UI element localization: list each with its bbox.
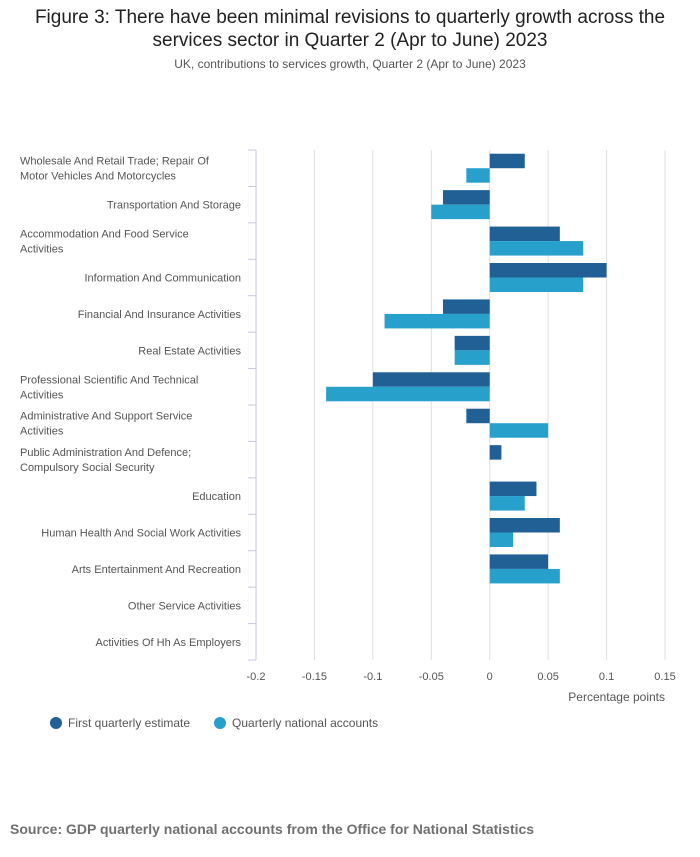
legend-item-qna[interactable]: Quarterly national accounts: [214, 716, 378, 730]
bar-first-estimate: [442, 190, 490, 205]
bar-qna: [454, 350, 490, 365]
bar-first-estimate: [466, 408, 490, 424]
bar-qna: [384, 313, 490, 329]
x-tick-label: 0.1: [599, 671, 614, 683]
category-label: Activities Of Hh As Employers: [96, 637, 242, 649]
category-label: Professional Scientific And Technical Act…: [20, 374, 198, 401]
bar-qna: [431, 204, 490, 220]
category-label: Human Health And Social Work Activities: [41, 528, 241, 540]
category-label: Wholesale And Retail Trade; Repair Of Mot…: [20, 156, 210, 183]
bar-first-estimate: [489, 554, 549, 569]
legend-swatch: [214, 717, 227, 729]
category-label: Real Estate Activities: [138, 345, 241, 357]
bar-first-estimate: [489, 153, 525, 169]
bar-qna: [489, 496, 525, 511]
x-tick-label: -0.05: [419, 671, 444, 683]
bar-first-estimate: [489, 518, 560, 533]
category-label: Arts Entertainment And Recreation: [72, 564, 241, 576]
bar-first-estimate: [489, 226, 560, 242]
category-label: Education: [192, 491, 241, 503]
bar-first-estimate: [489, 481, 537, 497]
bar-first-estimate: [489, 263, 607, 278]
bar-qna: [489, 423, 549, 438]
bar-first-estimate: [442, 299, 490, 314]
bar-qna: [489, 277, 584, 292]
x-axis-label: Percentage points: [568, 690, 665, 704]
legend-swatch: [50, 717, 62, 729]
category-label: Information And Communication: [84, 273, 241, 285]
x-tick-label: 0: [487, 671, 493, 683]
bar-qna: [489, 241, 584, 256]
x-tick-label: -0.2: [247, 671, 266, 683]
legend: First quarterly estimate Quarterly natio…: [50, 716, 378, 730]
legend-label: First quarterly estimate: [68, 716, 191, 730]
chart-subtitle: UK, contributions to services growth, Qu…: [174, 57, 526, 71]
x-tick-label: -0.15: [302, 671, 327, 683]
category-label: Transportation And Storage: [107, 200, 241, 212]
x-tick-label: -0.1: [363, 671, 382, 683]
source-note: Source: GDP quarterly national accounts …: [10, 821, 535, 837]
legend-item-first[interactable]: First quarterly estimate: [50, 716, 190, 730]
category-label: Accommodation And Food Service Activities: [20, 229, 189, 256]
bar-first-estimate: [454, 335, 490, 351]
category-label: Public Administration And Defence; Compul…: [20, 447, 191, 474]
bar-qna: [489, 532, 514, 547]
legend-label: Quarterly national accounts: [232, 716, 379, 730]
category-label: Administrative And Support Service Activi…: [20, 411, 192, 438]
bar-qna: [326, 386, 490, 402]
x-tick-label: 0.05: [537, 671, 558, 683]
bar-qna: [489, 568, 560, 584]
x-tick-label: 0.15: [654, 671, 675, 683]
category-label: Financial And Insurance Activities: [78, 309, 242, 321]
bar-first-estimate: [489, 445, 502, 460]
category-label: Other Service Activities: [128, 600, 242, 612]
bar-qna: [466, 168, 490, 183]
bar-first-estimate: [372, 372, 490, 387]
chart-title: Figure 3: There have been minimal revisi…: [34, 7, 666, 51]
